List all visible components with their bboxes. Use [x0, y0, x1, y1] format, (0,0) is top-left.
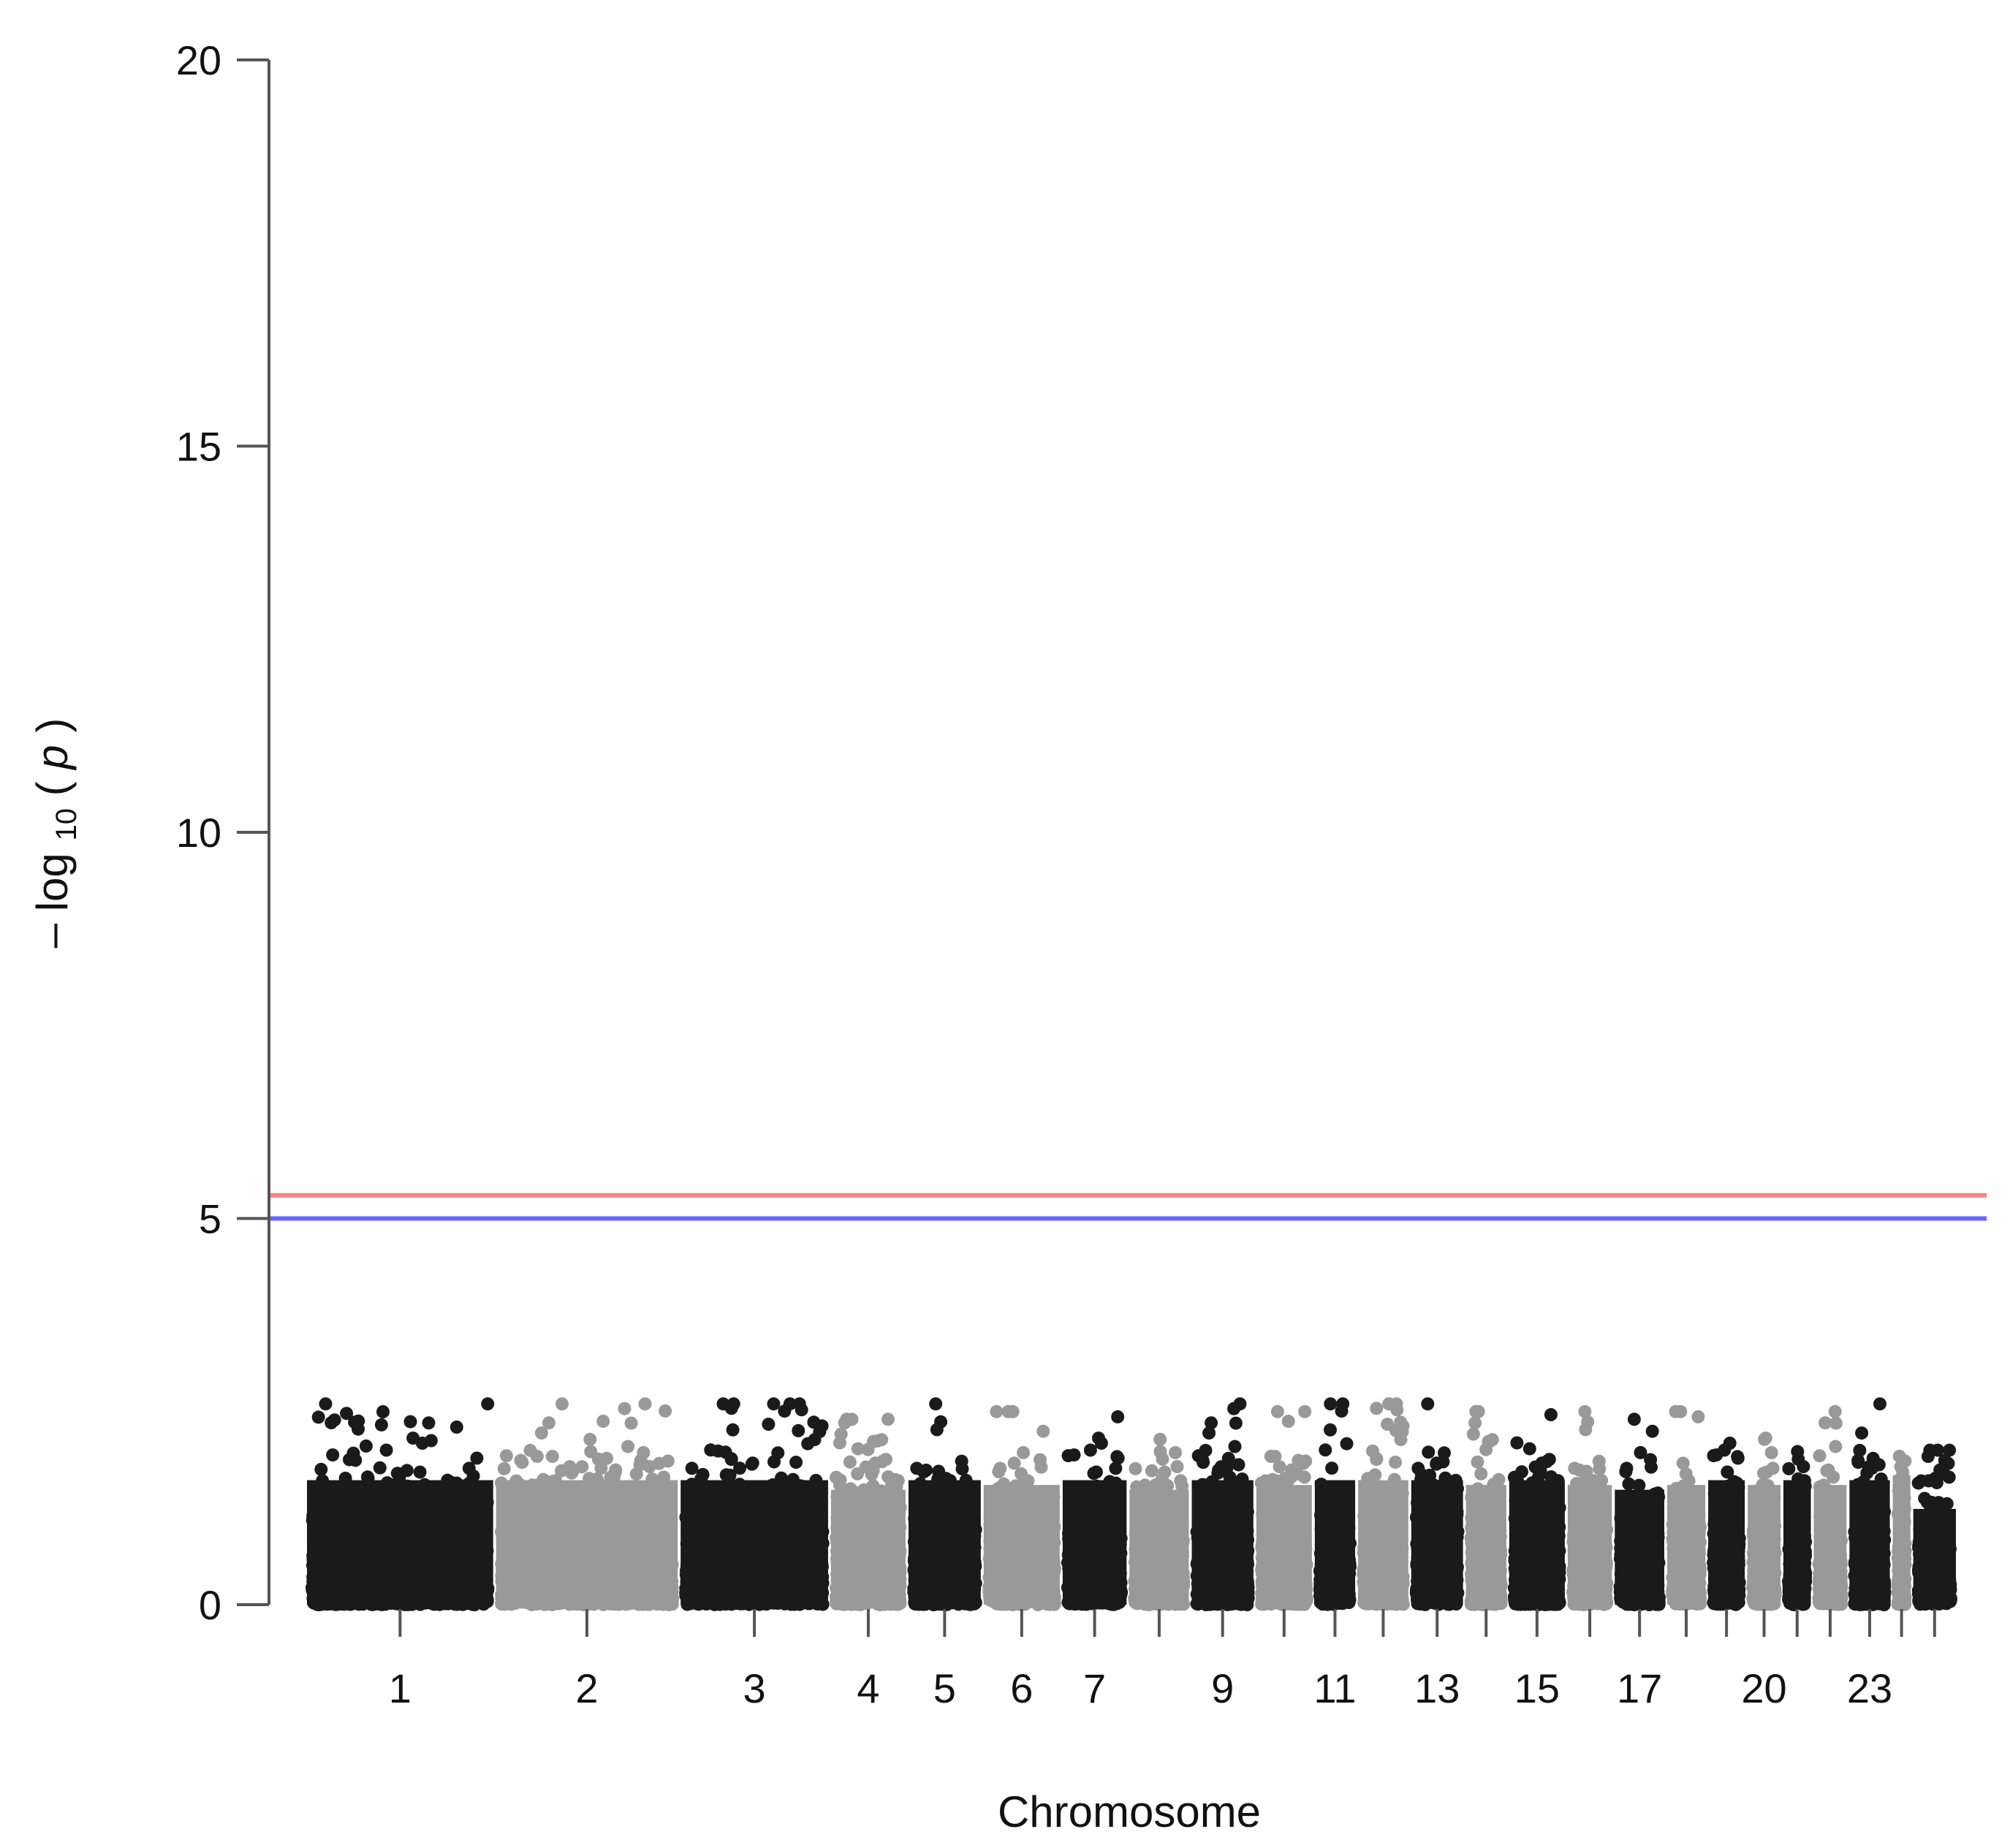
- snp-point: [618, 1402, 632, 1415]
- snp-point: [792, 1423, 805, 1437]
- snp-point: [875, 1433, 889, 1447]
- chromosome-2-dense-band: [496, 1480, 678, 1605]
- snp-point: [594, 1461, 608, 1475]
- snp-point: [881, 1470, 895, 1484]
- snp-point: [583, 1432, 597, 1446]
- snp-point: [789, 1456, 803, 1469]
- snp-point: [319, 1397, 333, 1411]
- snp-point: [314, 1462, 328, 1476]
- snp-point: [352, 1422, 365, 1436]
- snp-point: [374, 1418, 388, 1431]
- snp-point: [833, 1473, 847, 1487]
- chromosome-4-points: [830, 1412, 907, 1611]
- snp-point: [413, 1465, 427, 1479]
- snp-point: [340, 1407, 354, 1421]
- snp-point: [634, 1453, 648, 1467]
- chromosome-3-points: [679, 1397, 830, 1611]
- snp-point: [359, 1439, 373, 1453]
- snp-point: [659, 1404, 672, 1418]
- snp-point: [514, 1453, 528, 1467]
- snp-point: [376, 1405, 390, 1418]
- snp-point: [638, 1397, 652, 1411]
- snp-point: [609, 1463, 623, 1477]
- snp-point: [866, 1464, 880, 1478]
- snp-point: [652, 1456, 666, 1470]
- snp-point: [555, 1397, 569, 1411]
- snp-point: [845, 1412, 859, 1426]
- snp-point: [497, 1461, 511, 1475]
- snp-point: [621, 1440, 635, 1453]
- snp-point: [696, 1467, 710, 1481]
- snp-point: [746, 1456, 759, 1470]
- chromosome-5-points: [907, 1397, 982, 1611]
- chromosome-1-dense-band: [307, 1480, 493, 1605]
- snp-point: [807, 1415, 821, 1429]
- snp-point: [718, 1445, 732, 1459]
- chromosome-2-points: [495, 1397, 680, 1611]
- snp-point: [403, 1415, 417, 1429]
- snp-point: [723, 1468, 737, 1482]
- snp-point: [726, 1423, 740, 1437]
- snp-point: [881, 1412, 895, 1426]
- snp-point: [422, 1416, 436, 1430]
- snp-point: [534, 1426, 548, 1440]
- chromosome-3-dense-band: [680, 1480, 828, 1605]
- snp-point: [349, 1453, 363, 1467]
- snp-point: [530, 1450, 544, 1463]
- snp-point: [481, 1397, 495, 1411]
- snp-point: [311, 1410, 325, 1424]
- snp-point: [851, 1442, 865, 1456]
- data-points: [306, 1397, 1957, 1611]
- snp-point: [373, 1461, 387, 1475]
- chromosome-1-points: [306, 1397, 495, 1611]
- snp-point: [379, 1443, 393, 1457]
- snp-point: [762, 1418, 775, 1431]
- snp-point: [563, 1460, 577, 1474]
- snp-point: [624, 1416, 638, 1430]
- snp-point: [325, 1416, 338, 1429]
- snp-point: [833, 1436, 846, 1450]
- snp-point: [499, 1449, 513, 1463]
- snp-point: [326, 1448, 340, 1462]
- snp-point: [390, 1467, 404, 1480]
- snp-point: [450, 1421, 463, 1434]
- snp-point: [716, 1397, 730, 1411]
- snp-point: [794, 1403, 808, 1417]
- snp-point: [629, 1467, 643, 1481]
- chromosome-4-dense-band: [830, 1489, 906, 1605]
- snp-point: [545, 1450, 559, 1464]
- snp-point: [406, 1431, 420, 1445]
- snp-point: [596, 1415, 610, 1428]
- snp-point: [843, 1455, 857, 1469]
- snp-point: [767, 1455, 781, 1469]
- snp-point: [767, 1397, 781, 1411]
- snp-point: [462, 1461, 476, 1475]
- snp-point: [778, 1404, 792, 1418]
- snp-point: [879, 1453, 892, 1467]
